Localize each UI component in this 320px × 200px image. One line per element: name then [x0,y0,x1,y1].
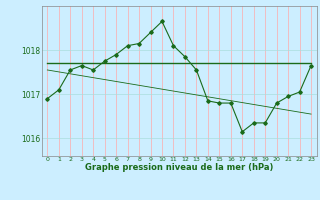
X-axis label: Graphe pression niveau de la mer (hPa): Graphe pression niveau de la mer (hPa) [85,163,273,172]
